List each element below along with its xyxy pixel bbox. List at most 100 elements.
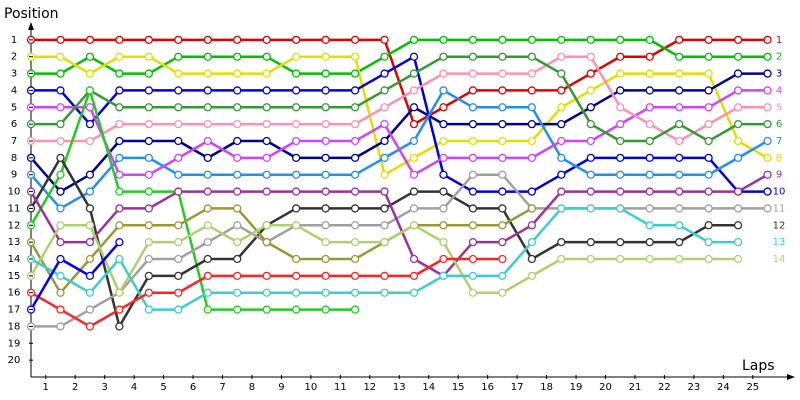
lap-marker (498, 221, 507, 230)
lap-marker (439, 69, 448, 78)
lap-marker (85, 170, 95, 179)
lap-marker (262, 136, 271, 146)
lap-marker (350, 305, 360, 314)
lap-marker (115, 237, 124, 247)
lap-marker (616, 204, 625, 213)
lap-marker (409, 86, 419, 95)
lap-marker (380, 288, 389, 297)
x-tick-label: 1 (43, 382, 49, 393)
lap-marker (645, 136, 654, 146)
lap-marker (557, 254, 566, 264)
lap-marker (586, 254, 595, 264)
lap-marker (144, 271, 153, 281)
lap-marker (704, 187, 713, 196)
x-tick-label: 20 (599, 382, 612, 393)
lap-marker (468, 271, 478, 281)
lap-marker (675, 237, 684, 247)
lap-marker (557, 204, 566, 213)
lap-marker (586, 103, 595, 112)
x-tick-label: 24 (717, 382, 730, 393)
lap-marker (321, 204, 330, 213)
lap-marker (321, 237, 330, 247)
x-tick-label: 19 (570, 382, 583, 393)
lap-marker (586, 69, 595, 78)
lap-marker (321, 170, 330, 179)
lap-marker (262, 52, 271, 61)
lap-marker (763, 69, 772, 78)
lap-marker (115, 221, 124, 230)
lap-marker (321, 187, 330, 196)
lap-marker (292, 119, 301, 129)
lap-marker (56, 237, 65, 247)
lap-marker (763, 136, 772, 146)
x-tick-label: 4 (131, 382, 137, 393)
lap-marker (144, 69, 153, 78)
lap-marker (262, 288, 271, 297)
series-line (31, 55, 769, 176)
lap-marker (557, 153, 566, 163)
lap-marker (174, 271, 183, 281)
lap-marker (498, 187, 507, 196)
lap-marker (56, 103, 65, 112)
lap-marker (439, 254, 448, 264)
lap-marker (56, 35, 65, 45)
lap-marker (616, 103, 625, 112)
lap-marker (262, 305, 271, 314)
lap-marker (527, 153, 536, 163)
lap-marker (203, 52, 212, 61)
x-tick-label: 25 (746, 382, 759, 393)
lap-marker (115, 204, 124, 213)
lap-marker (557, 69, 566, 78)
lap-marker (321, 86, 330, 95)
lap-marker (85, 52, 95, 61)
lap-marker (350, 254, 360, 264)
lap-marker (675, 35, 684, 45)
lap-marker (645, 254, 654, 264)
lap-marker (468, 103, 478, 112)
lap-marker (468, 221, 478, 230)
y-tick-label: 11 (8, 203, 21, 214)
series-line (31, 55, 768, 193)
lap-marker (350, 187, 360, 196)
final-position-label: 10 (773, 187, 786, 198)
lap-marker (350, 271, 360, 281)
lap-marker (439, 119, 448, 129)
lap-marker (144, 35, 153, 45)
lap-marker (85, 119, 95, 129)
lap-marker (203, 204, 212, 213)
lap-marker (56, 136, 65, 146)
final-position-label: 9 (776, 170, 782, 181)
lap-marker (380, 119, 389, 129)
lap-marker (704, 136, 713, 146)
lap-marker (675, 119, 684, 129)
lap-marker (616, 187, 625, 196)
lap-marker (144, 187, 153, 196)
lap-marker (439, 52, 448, 61)
lap-marker (527, 237, 536, 247)
lap-marker (321, 35, 330, 45)
lap-marker (262, 103, 271, 112)
lap-marker (439, 103, 448, 112)
lap-marker (733, 221, 743, 230)
lap-marker (409, 136, 419, 146)
y-tick-label: 8 (11, 153, 17, 164)
lap-marker (321, 271, 330, 281)
lap-marker (321, 221, 330, 230)
lap-marker (115, 69, 124, 78)
lap-marker (498, 271, 507, 281)
lap-marker (262, 35, 271, 45)
lap-marker (174, 103, 183, 112)
lap-marker (203, 119, 212, 129)
lap-marker (645, 86, 654, 95)
x-tick-label: 3 (101, 382, 107, 393)
lap-marker (380, 103, 389, 112)
lap-marker (292, 204, 301, 213)
series-line (29, 173, 769, 278)
lap-marker (292, 35, 301, 45)
lap-marker (144, 86, 153, 95)
series-line (31, 173, 768, 328)
lap-marker (675, 69, 684, 78)
lap-marker (439, 136, 448, 146)
lap-marker (115, 52, 124, 61)
